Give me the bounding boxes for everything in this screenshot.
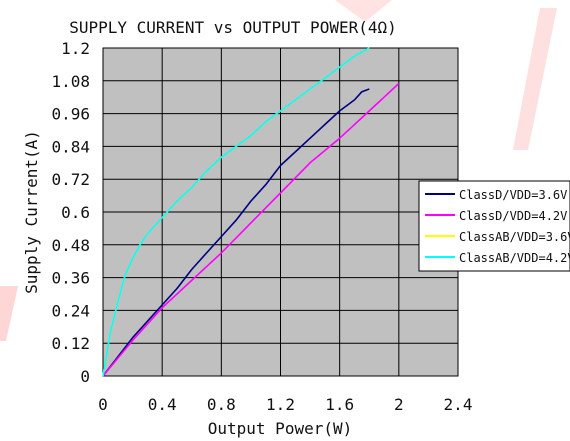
y-tick-label: 0.12 [51, 334, 90, 353]
y-tick-label: 0.48 [51, 236, 90, 255]
y-axis-label: Supply Current(A) [22, 130, 41, 294]
x-tick-label: 0 [98, 395, 108, 414]
x-tick-label: 2 [394, 395, 404, 414]
grid-lines [103, 48, 458, 376]
y-axis-ticks: 0 0.12 0.24 0.36 0.48 0.6 0.72 0.84 0.96 1.08 1.2 [51, 39, 90, 386]
x-axis-label: Output Power(W) [208, 419, 353, 438]
y-tick-label: 0.6 [61, 203, 90, 222]
y-tick-label: 1.08 [51, 72, 90, 91]
watermark-stroke-right [513, 8, 557, 150]
legend-label: ClassAB/VDD=3.6V [459, 230, 570, 244]
y-tick-label: 0.72 [51, 170, 90, 189]
y-tick-label: 0.36 [51, 269, 90, 288]
series-line-4 [102, 47, 370, 377]
x-tick-label: 0.8 [207, 395, 236, 414]
y-tick-label: 0.24 [51, 301, 90, 320]
y-tick-label: 0.84 [51, 137, 90, 156]
series-line-2 [102, 82, 400, 377]
x-tick-label: 2.4 [444, 395, 473, 414]
x-axis-ticks: 0 0.4 0.8 1.2 1.6 2 2.4 [98, 395, 472, 414]
chart-title: SUPPLY CURRENT vs OUTPUT POWER(4Ω) [69, 18, 397, 37]
y-tick-label: 0 [80, 367, 90, 386]
x-tick-label: 1.2 [266, 395, 295, 414]
y-tick-label: 1.2 [61, 39, 90, 58]
legend-label: ClassAB/VDD=4.2V [459, 251, 570, 265]
x-tick-label: 1.6 [325, 395, 354, 414]
series-lines [102, 47, 400, 377]
legend-label: ClassD/VDD=3.6V [459, 188, 567, 202]
x-tick-label: 0.4 [148, 395, 177, 414]
series-line-1 [102, 88, 370, 377]
legend-label: ClassD/VDD=4.2V [459, 209, 567, 223]
watermark-stroke-top [335, 0, 392, 22]
y-tick-label: 0.96 [51, 105, 90, 124]
watermark-stroke-left [0, 286, 18, 341]
legend: ClassD/VDD=3.6V ClassD/VDD=4.2V ClassAB/VD… [418, 180, 570, 272]
